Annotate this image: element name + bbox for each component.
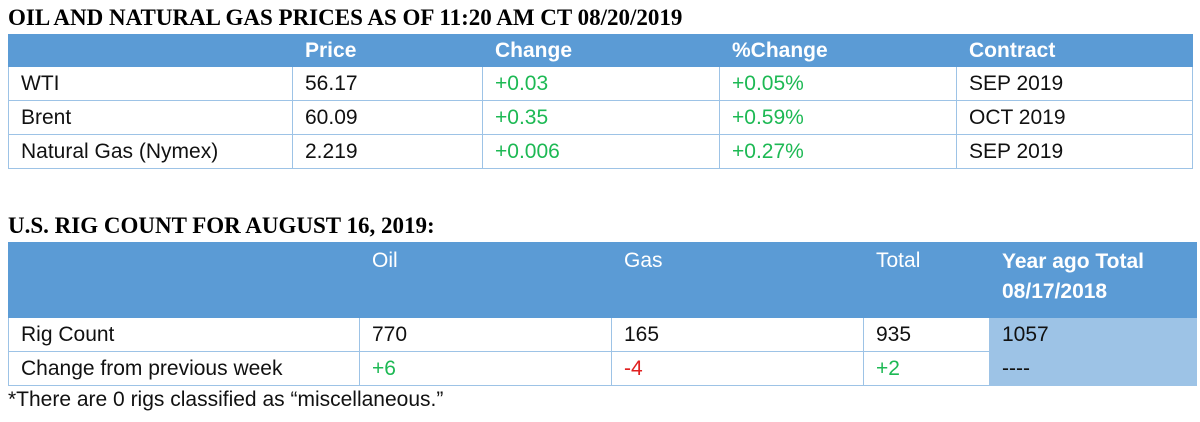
contract-value: SEP 2019 [956,66,1193,101]
oil-change-value: +6 [359,351,612,386]
pct-change-value: +0.05% [719,66,957,101]
table-row: Change from previous week +6 -4 +2 ---- [8,351,1197,386]
gas-change-value: -4 [611,351,864,386]
row-label: Change from previous week [8,351,360,386]
header-label [8,242,360,318]
header-pct-change: %Change [719,34,957,67]
rig-count-table: Oil Gas Total Year ago Total 08/17/2018 … [8,242,1197,386]
header-gas: Gas [611,242,864,318]
table-row: Brent 60.09 +0.35 +0.59% OCT 2019 [8,100,1193,135]
price-table-title: OIL AND NATURAL GAS PRICES AS OF 11:20 A… [8,5,683,30]
header-total: Total [863,242,990,318]
contract-value: SEP 2019 [956,134,1193,169]
change-value: +0.35 [482,100,720,135]
header-oil: Oil [359,242,612,318]
table-row: Natural Gas (Nymex) 2.219 +0.006 +0.27% … [8,134,1193,169]
header-year-ago-line2: 08/17/2018 [1002,280,1108,303]
rig-count-title: U.S. RIG COUNT FOR AUGUST 16, 2019: [8,213,435,238]
commodity-name: Natural Gas (Nymex) [8,134,293,169]
price-table: Price Change %Change Contract WTI 56.17 … [8,34,1193,169]
price-table-header-row: Price Change %Change Contract [8,34,1193,67]
header-price: Price [292,34,483,67]
change-value: +0.006 [482,134,720,169]
price-value: 2.219 [292,134,483,169]
gas-value: 165 [611,317,864,352]
total-change-value: +2 [863,351,990,386]
year-ago-change-value: ---- [989,351,1197,386]
table-row: Rig Count 770 165 935 1057 [8,317,1197,352]
table-row: WTI 56.17 +0.03 +0.05% SEP 2019 [8,66,1193,101]
price-value: 60.09 [292,100,483,135]
row-label: Rig Count [8,317,360,352]
header-name [8,34,293,67]
pct-change-value: +0.59% [719,100,957,135]
oil-value: 770 [359,317,612,352]
year-ago-value: 1057 [989,317,1197,352]
contract-value: OCT 2019 [956,100,1193,135]
pct-change-value: +0.27% [719,134,957,169]
header-change: Change [482,34,720,67]
rig-table-header-row: Oil Gas Total Year ago Total 08/17/2018 [8,242,1197,318]
commodity-name: WTI [8,66,293,101]
change-value: +0.03 [482,66,720,101]
commodity-name: Brent [8,100,293,135]
header-year-ago: Year ago Total 08/17/2018 [989,242,1197,318]
price-value: 56.17 [292,66,483,101]
header-contract: Contract [956,34,1193,67]
header-year-ago-line1: Year ago Total [1002,250,1144,273]
total-value: 935 [863,317,990,352]
footnote: *There are 0 rigs classified as “miscell… [8,388,444,411]
